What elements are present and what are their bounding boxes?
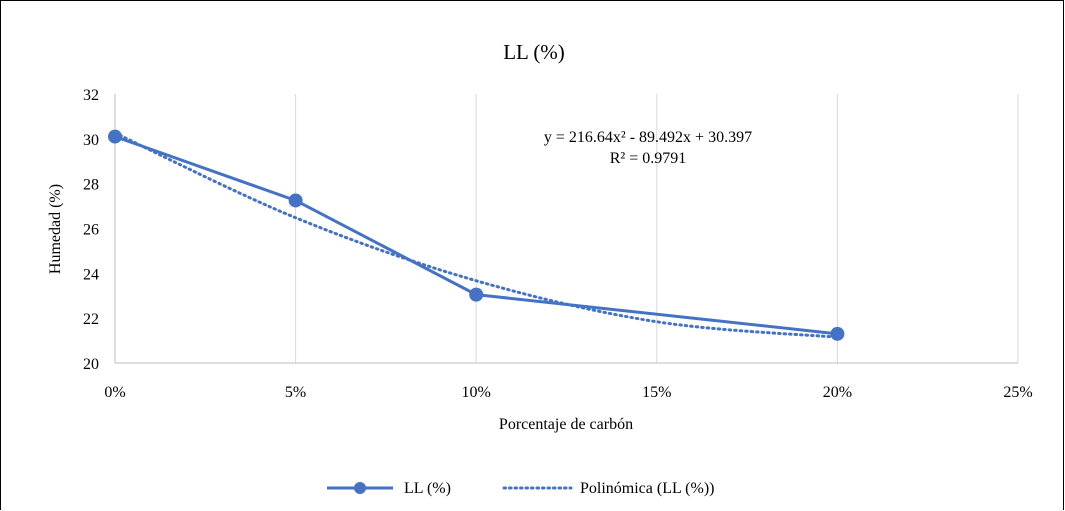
y-tick-label: 26 [83, 222, 99, 239]
y-tick-label: 28 [83, 177, 99, 194]
y-tick-labels: 20 22 24 26 28 30 32 [83, 87, 99, 373]
x-tick-label: 10% [462, 384, 491, 401]
y-tick-label: 24 [83, 266, 99, 283]
y-tick-label: 30 [83, 132, 99, 149]
series-line-ll [114, 135, 838, 336]
y-tick-label: 22 [83, 311, 99, 328]
legend-poly-label: Polinómica (LL (%)) [580, 480, 714, 497]
legend: LL (%) Polinómica (LL (%)) [327, 480, 714, 497]
legend-item-poly: Polinómica (LL (%)) [502, 480, 714, 497]
legend-ll-label: LL (%) [404, 480, 451, 497]
gridlines [295, 94, 1019, 363]
y-tick-label: 20 [83, 356, 99, 373]
x-tick-label: 5% [285, 384, 306, 401]
data-point-ll [108, 129, 122, 144]
trendline-polynomial [113, 131, 839, 339]
x-tick-label: 25% [1003, 384, 1032, 401]
data-point-ll [288, 193, 303, 208]
x-tick-label: 15% [642, 384, 671, 401]
legend-ll-marker [354, 482, 366, 494]
x-tick-labels: 0% 5% 10% 15% 20% 25% [104, 384, 1032, 401]
trendline-equation: y = 216.64x² - 89.492x + 30.397 [544, 129, 752, 146]
y-axis-label: Humedad (%) [47, 184, 64, 274]
x-tick-label: 0% [104, 384, 125, 401]
data-point-ll [830, 326, 845, 341]
trendline-r-squared: R² = 0.9791 [610, 150, 687, 167]
x-tick-label: 20% [823, 384, 852, 401]
series [108, 129, 845, 341]
y-tick-label: 32 [83, 87, 99, 104]
data-point-ll [469, 287, 484, 302]
x-axis-label: Porcentaje de carbón [499, 416, 633, 433]
chart-title: LL (%) [503, 40, 565, 64]
legend-item-ll: LL (%) [327, 480, 451, 497]
